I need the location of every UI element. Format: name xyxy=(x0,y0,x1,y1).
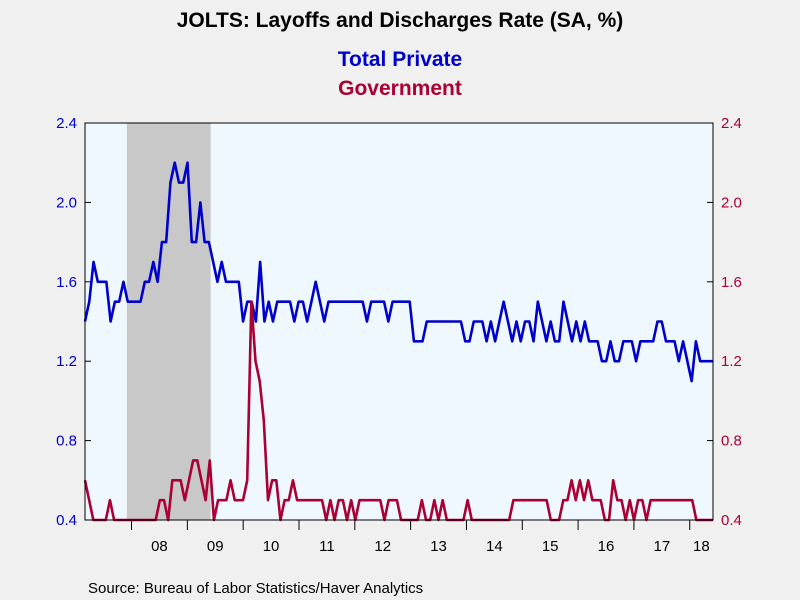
right-tick-label: 2.4 xyxy=(721,115,742,132)
right-tick-label: 2.0 xyxy=(721,194,742,211)
x-tick-label: 09 xyxy=(207,538,224,555)
left-tick-label: 0.8 xyxy=(56,433,77,450)
left-tick-label: 1.6 xyxy=(56,274,77,291)
left-tick-label: 0.4 xyxy=(56,512,77,529)
legend-total-private: Total Private xyxy=(338,48,462,71)
x-tick-label: 11 xyxy=(319,538,335,555)
left-tick-label: 2.0 xyxy=(56,194,77,211)
right-tick-label: 1.6 xyxy=(721,274,742,291)
x-tick-label: 08 xyxy=(151,538,168,555)
left-tick-label: 1.2 xyxy=(56,353,77,370)
series-line-total-private xyxy=(83,161,713,383)
x-tick-label: 17 xyxy=(653,538,670,555)
plot-border xyxy=(84,122,714,521)
x-tick-label: 18 xyxy=(693,538,710,555)
x-tick-label: 10 xyxy=(263,538,280,555)
x-tick-label: 13 xyxy=(430,538,447,555)
x-tick-label: 12 xyxy=(374,538,391,555)
source-note: Source: Bureau of Labor Statistics/Haver… xyxy=(88,580,423,597)
chart-title: JOLTS: Layoffs and Discharges Rate (SA, … xyxy=(177,9,624,32)
left-tick-label: 2.4 xyxy=(56,115,77,132)
legend-government: Government xyxy=(338,77,462,100)
right-tick-label: 0.4 xyxy=(721,512,742,529)
right-tick-label: 1.2 xyxy=(721,353,742,370)
x-tick-label: 16 xyxy=(598,538,615,555)
x-axis: 08 09 10 11 12 13 14 15 16 17 18 xyxy=(131,520,710,555)
x-tick-label: 15 xyxy=(542,538,559,555)
x-tick-label: 14 xyxy=(486,538,503,555)
right-tick-label: 0.8 xyxy=(721,433,742,450)
left-y-axis: 0.4 0.8 1.2 1.6 2.0 2.4 xyxy=(56,115,91,529)
